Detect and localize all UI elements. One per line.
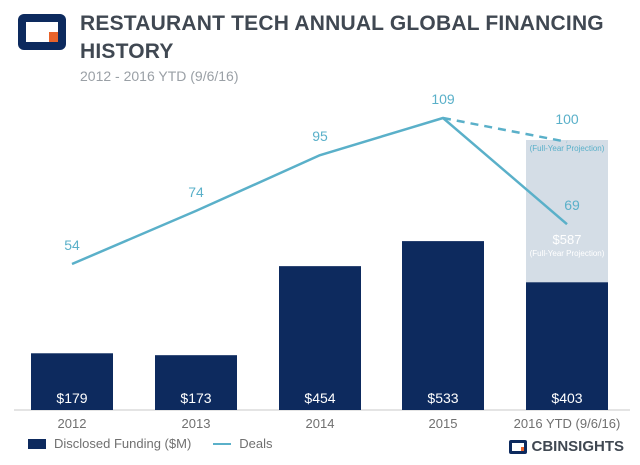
- legend-bar-swatch: [28, 438, 46, 449]
- legend-line-swatch: [213, 442, 232, 445]
- legend-bar-label: Disclosed Funding ($M): [54, 436, 192, 451]
- legend-line-label: Deals: [239, 436, 273, 451]
- bar: [155, 355, 237, 410]
- deals-projection-line: [442, 116, 568, 144]
- deals-value-label: 95: [312, 128, 328, 144]
- bar-value-label: $533: [427, 390, 458, 406]
- projection-funding-label: $587: [553, 232, 582, 247]
- x-tick-label: 2016 YTD (9/6/16): [514, 416, 621, 431]
- projection-deals-label: 100: [555, 111, 579, 127]
- deals-line: [71, 116, 568, 266]
- deals-value-label: 109: [431, 91, 455, 107]
- bar: [402, 241, 484, 410]
- cb-insights-mini-logo: [509, 439, 528, 454]
- deals-value-label: 69: [564, 197, 580, 213]
- brand-name: CBINSIGHTS: [531, 438, 624, 455]
- projection-funding-note: (Full-Year Projection): [530, 249, 605, 258]
- deals-value-label: 74: [188, 184, 204, 200]
- projection-deals-note: (Full-Year Projection): [530, 144, 605, 153]
- cb-insights-logo: [18, 14, 66, 50]
- deals-value-label: 54: [64, 237, 80, 253]
- bar-value-label: $454: [304, 390, 335, 406]
- bar: [526, 282, 608, 410]
- x-tick-label: 2015: [429, 416, 458, 431]
- bar: [31, 353, 113, 410]
- bar: [279, 266, 361, 410]
- x-tick-label: 2013: [182, 416, 211, 431]
- brand-footer: CBINSIGHTS: [509, 438, 624, 455]
- bar-value-label: $179: [56, 390, 87, 406]
- bar-value-label: $403: [551, 390, 582, 406]
- chart-title: RESTAURANT TECH ANNUAL GLOBAL FINANCING …: [80, 12, 604, 63]
- x-tick-label: 2012: [58, 416, 87, 431]
- x-tick-label: 2014: [306, 416, 335, 431]
- chart-subtitle: 2012 - 2016 YTD (9/6/16): [80, 68, 239, 84]
- chart-legend: Disclosed Funding ($M) Deals: [28, 436, 273, 451]
- bar-value-label: $173: [180, 390, 211, 406]
